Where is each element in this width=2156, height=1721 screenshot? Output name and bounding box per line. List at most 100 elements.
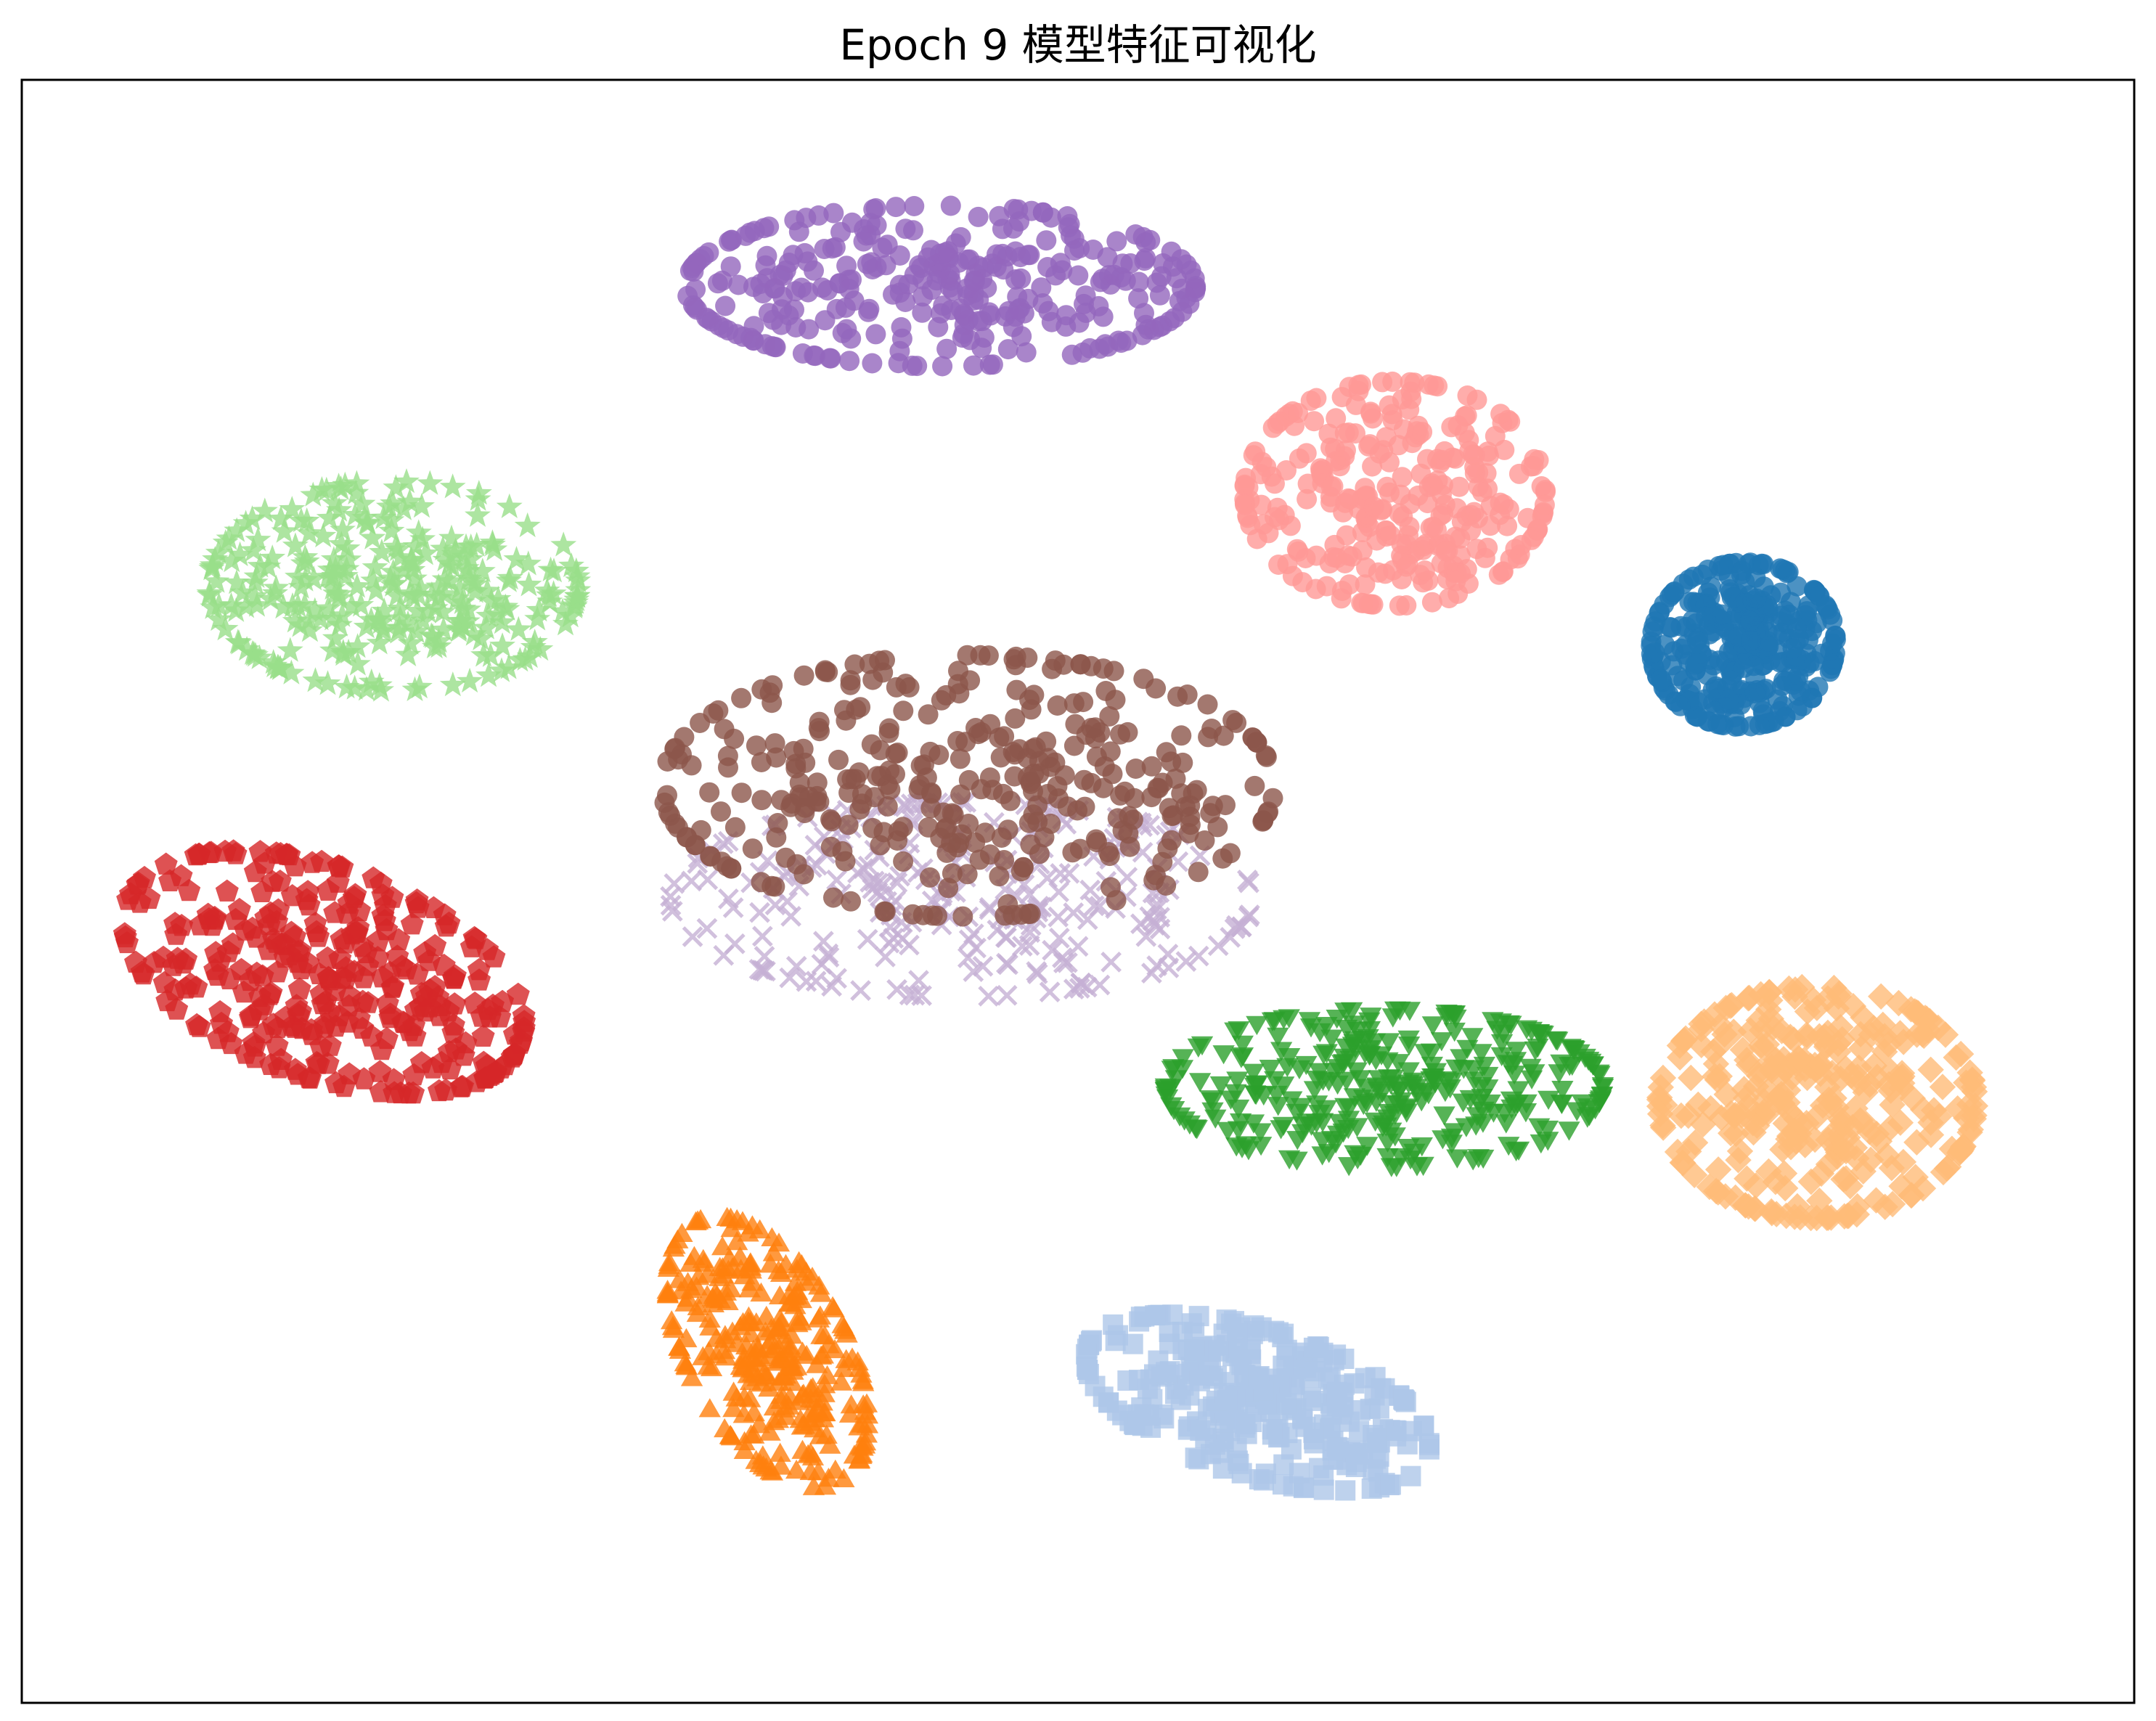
data-point [1822,655,1843,676]
data-point [1011,936,1033,957]
data-point [1379,482,1400,503]
data-point [972,955,994,977]
data-point [1961,1078,1988,1105]
data-point [512,1016,536,1039]
data-point [314,670,341,695]
data-point [1228,1099,1250,1119]
data-point [761,692,783,714]
data-point [1380,1474,1401,1495]
data-point [1790,681,1811,702]
data-point [711,801,731,822]
data-point [808,205,829,226]
data-point [1081,772,1102,793]
data-point [417,949,441,971]
data-point [1446,1149,1469,1169]
data-point [804,345,825,366]
data-point [1019,922,1041,943]
data-point [310,522,337,548]
data-point [1325,1135,1347,1154]
data-point [1388,1082,1410,1101]
data-point [1702,1177,1730,1205]
data-point [259,544,286,570]
data-point [536,581,563,608]
data-point [1718,689,1739,710]
data-point [1018,288,1039,309]
data-point [1262,1424,1283,1445]
data-point [1701,1001,1728,1028]
data-point [933,802,954,823]
data-point [788,1307,810,1326]
data-point [1057,796,1078,817]
data-point [1534,494,1555,515]
data-point [742,838,763,859]
data-point [823,887,844,908]
data-point [1201,1102,1224,1121]
data-point [1404,372,1425,393]
data-point [163,912,187,934]
data-point [1061,344,1082,365]
data-point [862,669,883,690]
data-point [1393,1389,1414,1410]
data-point [1063,228,1085,249]
data-point [1358,1012,1381,1031]
data-point [1661,617,1682,638]
data-point [1107,808,1128,829]
data-point [303,912,327,934]
data-point [1749,1017,1776,1044]
data-point [833,1357,855,1378]
data-point [1303,1337,1324,1358]
data-point [296,520,323,545]
data-point [245,961,269,984]
data-point [1156,1362,1177,1383]
data-point [1259,1060,1281,1079]
data-point [441,540,467,566]
data-point [657,785,677,806]
data-point [1135,314,1156,335]
data-point [767,1408,790,1428]
data-point [1443,1022,1466,1042]
data-point [232,980,256,1003]
data-point [1434,441,1455,462]
data-point [320,546,347,571]
data-point [883,928,905,949]
data-point [1681,1129,1709,1156]
data-point [564,563,591,588]
data-point [719,231,740,252]
data-point [239,505,266,531]
data-point [496,493,523,518]
data-point [1503,1066,1526,1085]
data-point [755,1457,777,1477]
data-point [378,517,405,543]
data-point [205,539,232,565]
data-point [196,581,223,607]
data-point [158,869,181,891]
data-point [286,940,310,962]
data-point [1820,604,1841,625]
data-point [1159,1321,1180,1342]
data-point [1359,516,1380,537]
data-point [1349,1420,1370,1442]
data-point [852,1394,875,1414]
data-point [383,533,409,559]
data-point [950,226,971,248]
data-point [1734,1165,1760,1192]
data-point [835,1349,857,1368]
data-point [1188,1449,1209,1470]
data-point [288,507,314,533]
data-point [405,581,431,607]
data-point [234,636,260,661]
data-point [287,977,311,1000]
data-point [409,493,435,518]
data-point [1047,695,1068,716]
data-point [405,519,432,544]
data-point [811,954,833,975]
data-point [762,1242,785,1262]
data-point [1363,1033,1387,1052]
data-point [338,592,365,618]
data-point [738,1278,761,1298]
data-point [477,642,504,667]
data-point [1450,1049,1472,1068]
data-point [409,1051,433,1074]
data-point [469,557,496,583]
data-point [329,602,356,627]
